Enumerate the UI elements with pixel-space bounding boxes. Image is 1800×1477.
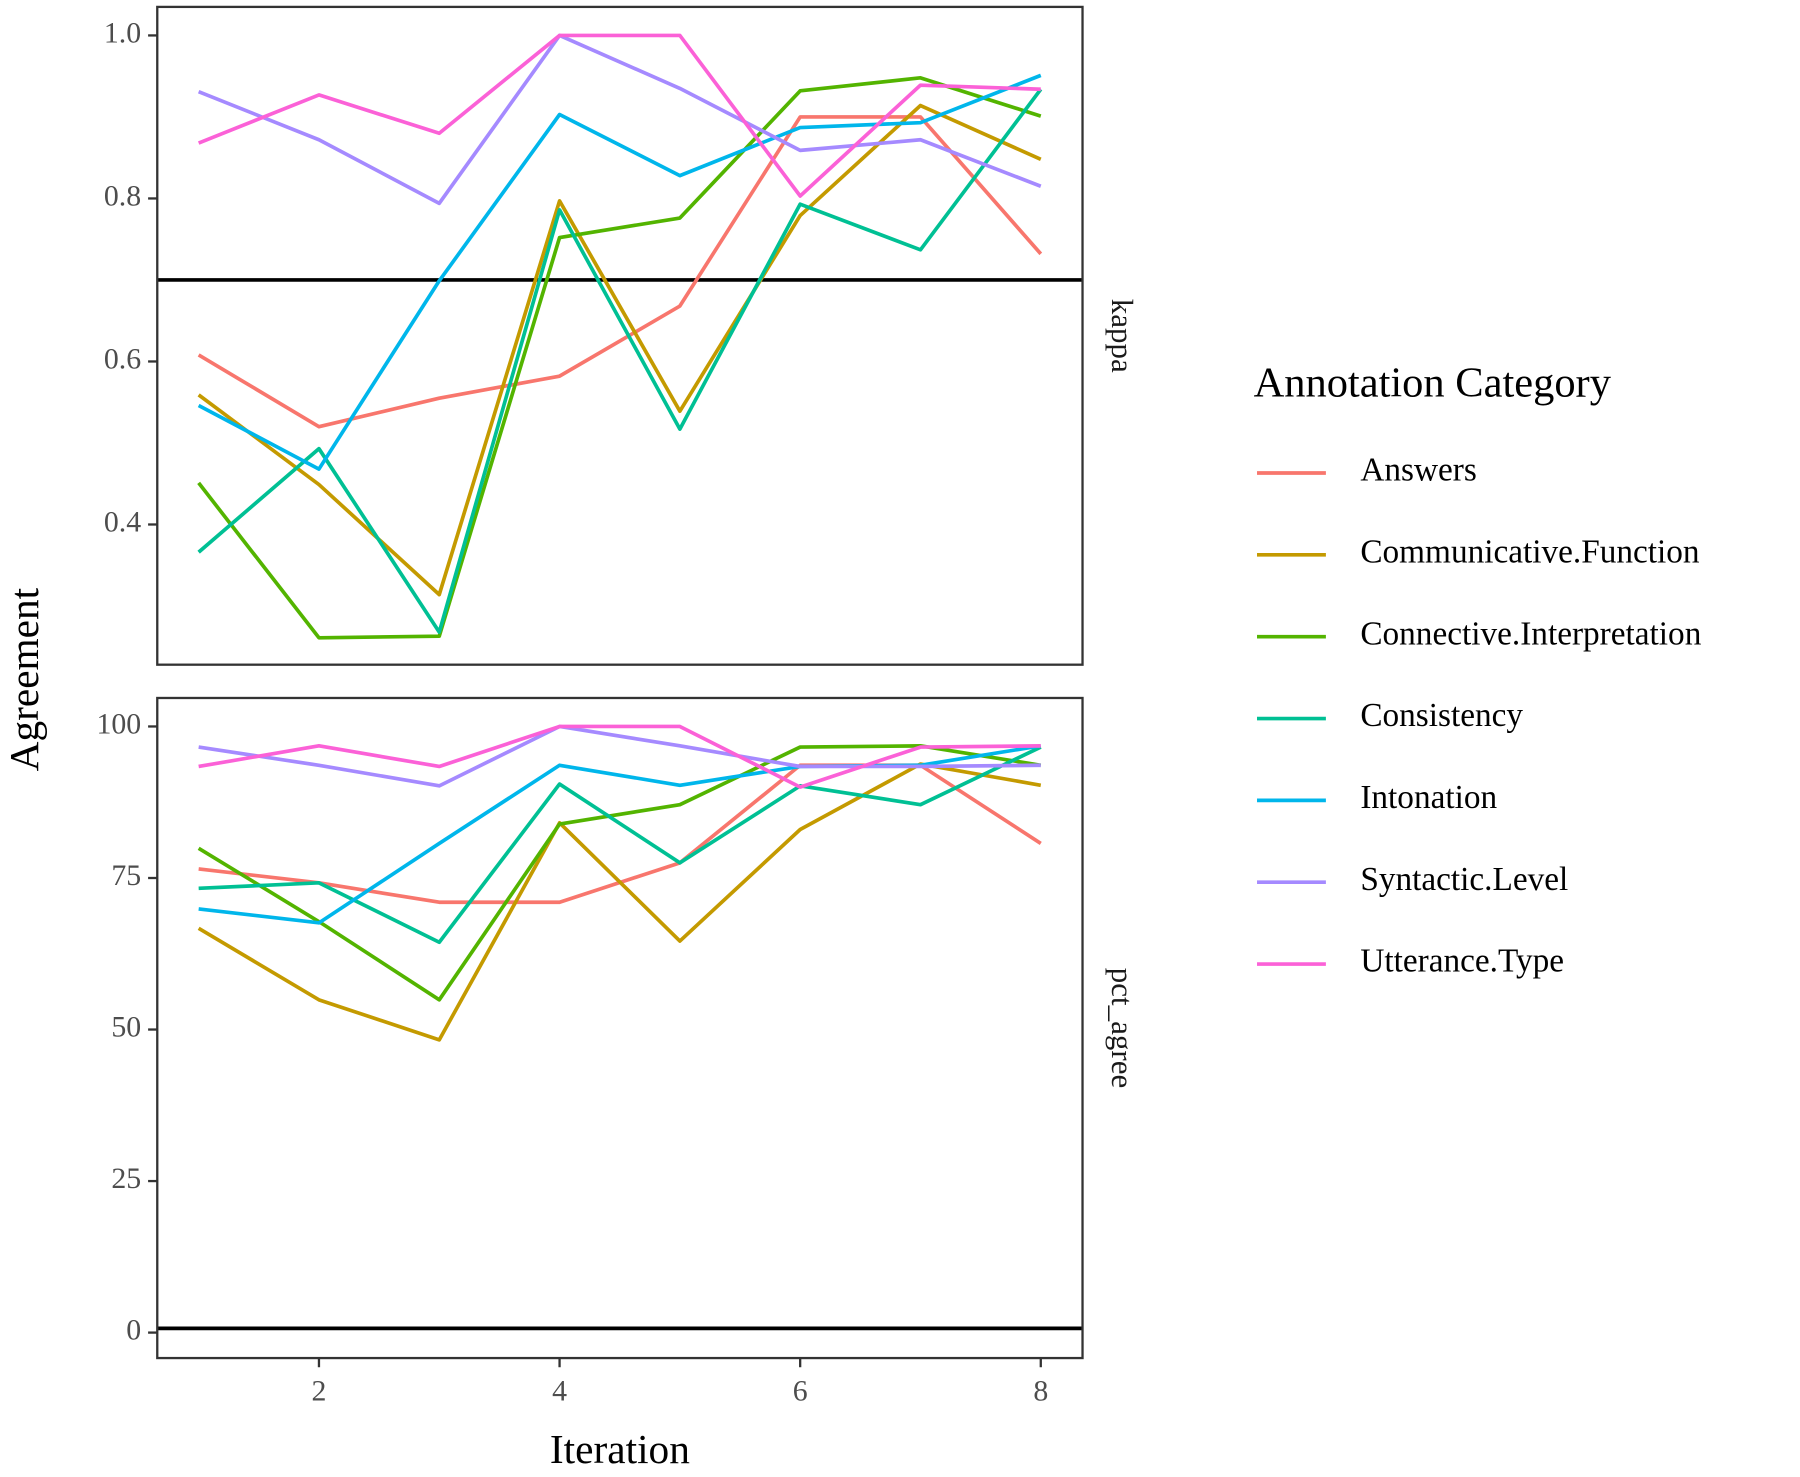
x-tick-label: 8 — [1033, 1374, 1048, 1407]
y-tick-label: 0.6 — [104, 342, 141, 375]
y-tick-label: 75 — [111, 859, 141, 892]
series-line — [197, 73, 1042, 471]
panel-background — [157, 6, 1083, 665]
facet-strip-label: kappa — [1105, 299, 1140, 373]
series-line — [197, 744, 1042, 1002]
facet-strip-label: pct_agree — [1105, 968, 1140, 1088]
y-tick-label: 25 — [111, 1162, 141, 1195]
x-tick-label: 4 — [552, 1374, 567, 1407]
series-line — [197, 75, 1042, 640]
legend-title: Annotation Category — [1254, 360, 1612, 407]
panel-border — [156, 696, 1084, 1360]
panel-border — [156, 5, 1084, 666]
series-line — [197, 33, 1041, 198]
legend-label: Communicative.Function — [1360, 533, 1700, 570]
legend-label: Consistency — [1360, 697, 1523, 734]
series-line — [198, 745, 1042, 945]
y-tick-label: 100 — [96, 707, 141, 740]
legend-label: Answers — [1360, 452, 1476, 489]
y-tick-label: 0.4 — [104, 505, 141, 538]
panel-background — [157, 697, 1083, 1359]
series-line — [197, 33, 1042, 206]
series-line — [198, 724, 1041, 789]
legend-label: Utterance.Type — [1360, 943, 1564, 980]
legend-label: Connective.Interpretation — [1360, 615, 1701, 652]
series-line — [198, 724, 1041, 788]
legend-label: Intonation — [1360, 779, 1497, 816]
y-tick-label: 50 — [111, 1010, 141, 1043]
y-tick-label: 0 — [126, 1313, 141, 1346]
series-line — [197, 88, 1043, 634]
x-tick-label: 6 — [793, 1374, 808, 1407]
y-tick-label: 1.0 — [104, 16, 141, 49]
y-axis-title: Agreement — [1, 587, 47, 771]
series-line — [197, 762, 1042, 1042]
x-axis-title: Iteration — [550, 1426, 690, 1472]
legend-label: Syntactic.Level — [1360, 861, 1568, 898]
y-tick-label: 0.8 — [104, 179, 141, 212]
x-tick-label: 2 — [311, 1374, 326, 1407]
series-line — [197, 115, 1043, 429]
